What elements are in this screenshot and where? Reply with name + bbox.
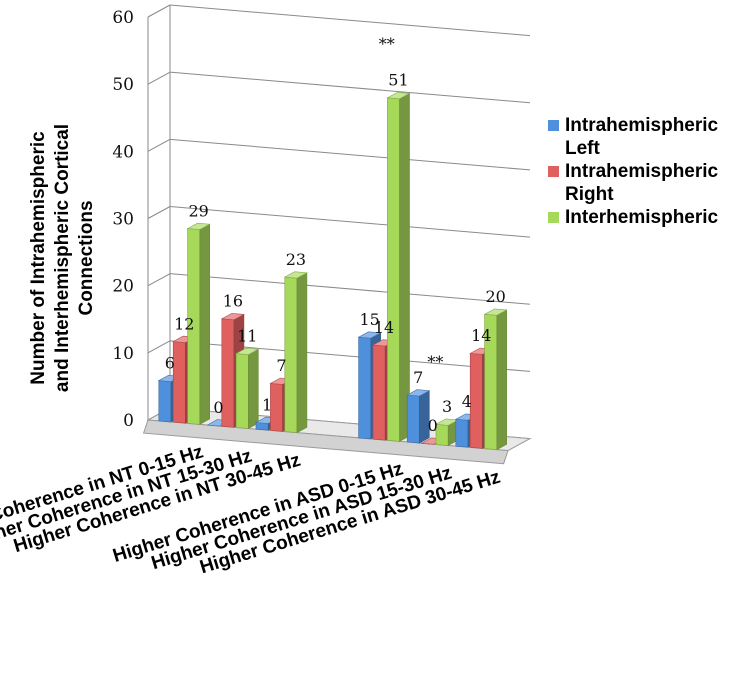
bar-side bbox=[496, 309, 508, 451]
data-label: 16 bbox=[223, 292, 243, 311]
legend-swatch bbox=[548, 166, 559, 177]
bar-top bbox=[357, 331, 382, 339]
bar-side bbox=[199, 223, 210, 425]
bar-top bbox=[483, 308, 508, 316]
y-tick-label: 10 bbox=[112, 344, 134, 364]
significance-annotation: ** bbox=[427, 352, 443, 371]
y-tick-label: 50 bbox=[112, 75, 134, 95]
data-label: 12 bbox=[174, 314, 194, 333]
gridline bbox=[169, 4, 531, 37]
legend-label: Right bbox=[565, 184, 614, 205]
data-label: 0 bbox=[428, 416, 438, 435]
y-axis-title-line: Number of Intrahemispheric bbox=[28, 131, 49, 385]
legend-label: Left bbox=[565, 138, 601, 159]
legend-label: Intrahemispheric bbox=[565, 115, 719, 136]
gridline-side bbox=[147, 4, 171, 18]
data-label: 51 bbox=[388, 71, 408, 90]
data-label: 4 bbox=[462, 392, 472, 411]
gridline-side bbox=[147, 206, 171, 219]
legend-label: Intrahemispheric bbox=[565, 161, 719, 182]
bar bbox=[255, 422, 269, 431]
data-label: 1 bbox=[262, 395, 272, 414]
y-tick-label: 0 bbox=[123, 411, 134, 431]
bar bbox=[221, 318, 235, 428]
legend-swatch bbox=[548, 212, 559, 223]
gridline-side bbox=[147, 340, 171, 354]
bar bbox=[270, 383, 283, 432]
y-tick-label: 30 bbox=[112, 210, 134, 230]
bar bbox=[406, 394, 420, 444]
bar-top bbox=[220, 313, 245, 321]
data-label: 6 bbox=[165, 353, 175, 372]
bar bbox=[358, 336, 372, 440]
data-label: 11 bbox=[237, 326, 257, 345]
data-label: 23 bbox=[286, 250, 306, 269]
bar-side bbox=[399, 92, 410, 442]
bar-side bbox=[248, 348, 259, 430]
bar bbox=[235, 353, 249, 429]
gridline bbox=[169, 71, 531, 104]
bar bbox=[469, 353, 483, 449]
data-label: 14 bbox=[471, 326, 491, 345]
data-label: 14 bbox=[374, 318, 394, 337]
bar bbox=[372, 344, 386, 441]
gridline-side bbox=[147, 273, 171, 287]
data-label: 0 bbox=[213, 398, 223, 417]
bar bbox=[158, 380, 172, 423]
data-label: 3 bbox=[442, 397, 452, 416]
gridline-side bbox=[147, 71, 171, 85]
data-label: 7 bbox=[276, 356, 286, 375]
bar-top bbox=[235, 347, 260, 356]
gridline bbox=[169, 138, 531, 171]
y-axis-title: Number of Intrahemispheric and Interhemis… bbox=[28, 124, 97, 392]
y-tick-label: 20 bbox=[112, 277, 134, 297]
y-tick-label: 60 bbox=[112, 8, 134, 28]
y-axis-title-line: and Interhemispheric Cortical bbox=[52, 124, 73, 392]
data-label: 7 bbox=[413, 368, 423, 387]
bar-side bbox=[296, 272, 308, 434]
bar bbox=[387, 97, 400, 442]
bar bbox=[284, 276, 298, 434]
bar bbox=[172, 341, 186, 424]
y-axis-title-line: Connections bbox=[76, 200, 97, 315]
gridline bbox=[169, 273, 531, 305]
gridline-side bbox=[147, 138, 171, 152]
legend-swatch bbox=[548, 120, 559, 131]
significance-annotation: ** bbox=[379, 35, 395, 54]
legend: IntrahemisphericLeftIntrahemisphericRigh… bbox=[548, 115, 719, 228]
data-label: 20 bbox=[485, 287, 505, 306]
y-tick-labels: 0 10 20 30 40 50 60 bbox=[112, 8, 134, 431]
bar bbox=[455, 418, 469, 448]
y-tick-label: 40 bbox=[112, 142, 134, 162]
data-label: 29 bbox=[188, 201, 208, 220]
bar-top bbox=[186, 222, 211, 230]
data-label: 15 bbox=[359, 310, 379, 329]
legend-label: Interhemispheric bbox=[565, 207, 719, 228]
bars bbox=[157, 92, 508, 451]
bar-top bbox=[406, 389, 431, 397]
gridline bbox=[169, 206, 531, 238]
bar bbox=[435, 423, 449, 446]
bar-top bbox=[386, 92, 411, 100]
bar-top bbox=[283, 271, 308, 279]
